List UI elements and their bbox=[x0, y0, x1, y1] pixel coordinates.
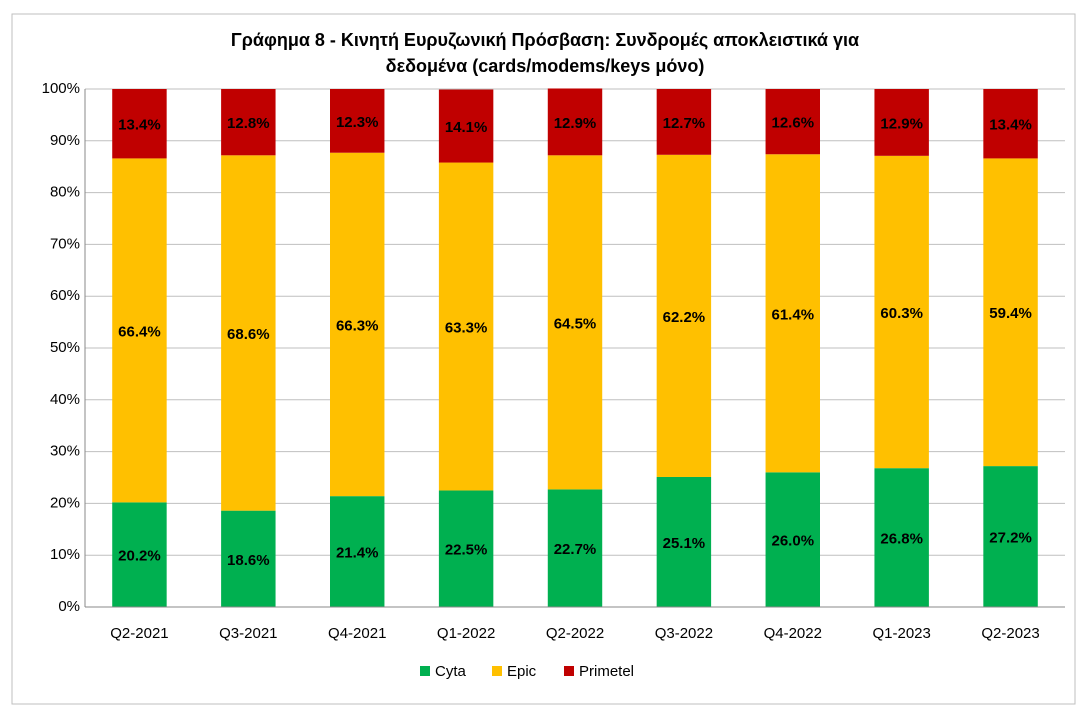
bar-segment bbox=[330, 496, 385, 607]
chart-title: δεδομένα (cards/modems/keys μόνο) bbox=[386, 56, 705, 76]
y-tick-label: 20% bbox=[50, 494, 80, 511]
y-tick-label: 80% bbox=[50, 184, 80, 201]
bar-segment bbox=[438, 162, 494, 491]
bar-segment bbox=[438, 490, 494, 607]
y-tick-label: 60% bbox=[50, 287, 80, 304]
bar-segment bbox=[874, 155, 929, 469]
data-label: 22.7% bbox=[554, 541, 597, 558]
bar-segment bbox=[221, 510, 276, 607]
data-label: 64.5% bbox=[554, 315, 597, 332]
bar-segment bbox=[874, 468, 929, 607]
bar-segment bbox=[765, 154, 820, 473]
y-tick-label: 10% bbox=[50, 546, 80, 563]
bar-segment bbox=[874, 89, 929, 156]
legend-swatch bbox=[492, 666, 502, 676]
data-label: 12.9% bbox=[880, 115, 923, 132]
data-label: 66.3% bbox=[336, 317, 379, 334]
bar-segment bbox=[221, 155, 276, 511]
bar-segment bbox=[221, 89, 276, 156]
data-label: 26.8% bbox=[880, 531, 923, 548]
data-label: 62.2% bbox=[663, 309, 706, 326]
y-tick-label: 90% bbox=[50, 132, 80, 149]
bar-segment bbox=[765, 89, 820, 155]
data-label: 12.8% bbox=[227, 115, 270, 132]
data-label: 63.3% bbox=[445, 319, 488, 336]
x-tick-label: Q3-2021 bbox=[219, 625, 277, 642]
x-tick-label: Q4-2021 bbox=[328, 625, 386, 642]
bar-segment bbox=[983, 466, 1038, 607]
chart-title: Γράφημα 8 - Κινητή Ευρυζωνική Πρόσβαση: … bbox=[231, 30, 859, 51]
data-label: 18.6% bbox=[227, 552, 270, 569]
data-label: 12.6% bbox=[772, 115, 815, 132]
bar-segment bbox=[656, 89, 712, 155]
legend-swatch bbox=[564, 666, 574, 676]
y-tick-label: 70% bbox=[50, 235, 80, 252]
y-tick-label: 100% bbox=[42, 80, 80, 97]
data-label: 27.2% bbox=[989, 530, 1032, 547]
bar-segment bbox=[765, 472, 820, 607]
data-label: 12.9% bbox=[554, 115, 597, 132]
data-label: 14.1% bbox=[445, 119, 488, 136]
bar-segment bbox=[112, 502, 167, 607]
bar-segment bbox=[330, 152, 385, 497]
bar-segment bbox=[547, 155, 603, 490]
data-label: 26.0% bbox=[772, 533, 815, 550]
x-tick-label: Q4-2022 bbox=[764, 625, 822, 642]
data-label: 12.7% bbox=[663, 115, 706, 132]
legend-label: Primetel bbox=[579, 663, 634, 680]
bar-segment bbox=[330, 89, 385, 153]
data-label: 22.5% bbox=[445, 542, 488, 559]
legend-swatch bbox=[420, 666, 430, 676]
data-label: 20.2% bbox=[118, 548, 161, 565]
data-label: 68.6% bbox=[227, 326, 270, 343]
data-label: 13.4% bbox=[118, 117, 161, 134]
data-label: 13.4% bbox=[989, 117, 1032, 134]
data-label: 21.4% bbox=[336, 545, 379, 562]
bar-segment bbox=[983, 89, 1038, 159]
x-tick-label: Q2-2022 bbox=[546, 625, 604, 642]
data-label: 61.4% bbox=[772, 306, 815, 323]
x-tick-label: Q3-2022 bbox=[655, 625, 713, 642]
y-tick-label: 30% bbox=[50, 443, 80, 460]
y-tick-label: 50% bbox=[50, 339, 80, 356]
bar-segment bbox=[656, 476, 712, 607]
x-tick-label: Q1-2023 bbox=[872, 625, 930, 642]
bar-segment bbox=[112, 158, 167, 503]
y-tick-label: 0% bbox=[58, 598, 80, 615]
data-label: 59.4% bbox=[989, 305, 1032, 322]
bar-segment bbox=[112, 89, 167, 159]
y-tick-label: 40% bbox=[50, 391, 80, 408]
x-tick-label: Q2-2021 bbox=[110, 625, 168, 642]
bar-segment bbox=[438, 89, 494, 163]
data-label: 12.3% bbox=[336, 114, 379, 131]
legend-label: Cyta bbox=[435, 663, 467, 680]
bar-segment bbox=[656, 154, 712, 477]
data-label: 25.1% bbox=[663, 535, 706, 552]
legend-label: Epic bbox=[507, 663, 537, 680]
data-label: 60.3% bbox=[880, 305, 923, 322]
bar-segment bbox=[983, 158, 1038, 467]
x-tick-label: Q2-2023 bbox=[981, 625, 1039, 642]
bar-segment bbox=[547, 88, 603, 156]
x-tick-label: Q1-2022 bbox=[437, 625, 495, 642]
bar-segment bbox=[547, 489, 603, 607]
data-label: 66.4% bbox=[118, 323, 161, 340]
